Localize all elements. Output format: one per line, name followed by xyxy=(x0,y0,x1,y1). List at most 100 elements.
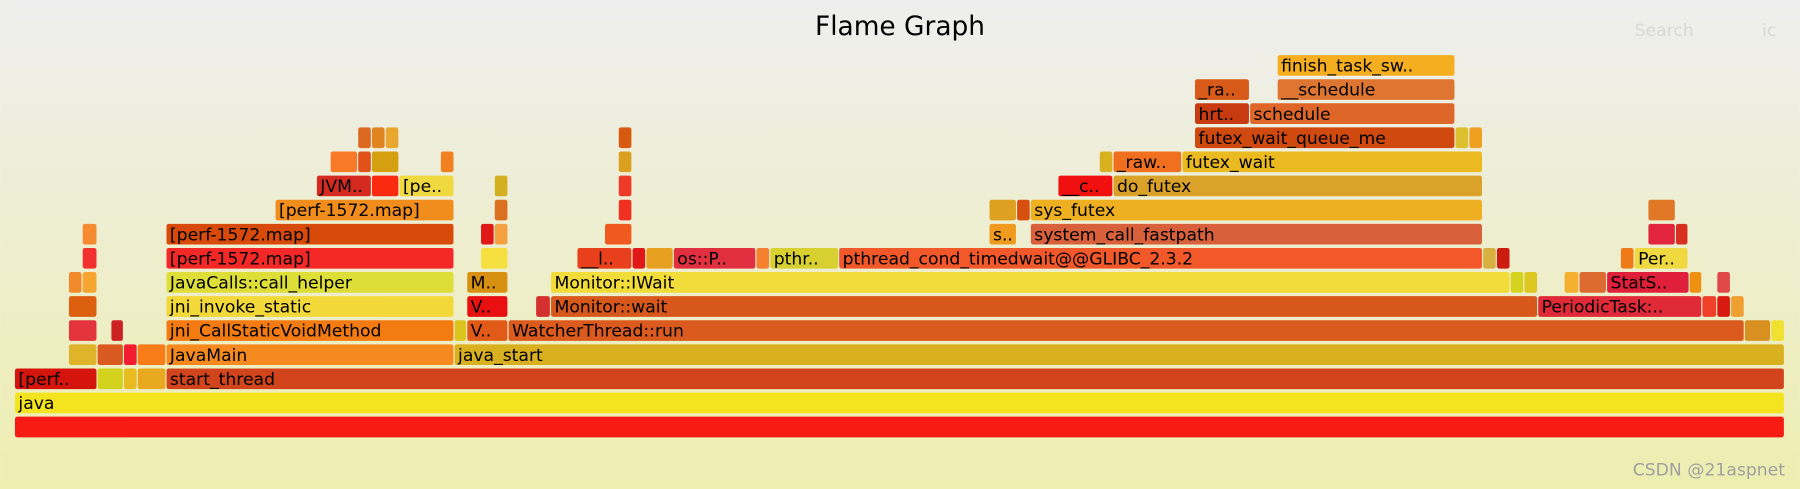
frame-label[interactable]: java xyxy=(17,394,54,414)
frame[interactable]: [perf.. xyxy=(14,368,97,390)
frame-rect[interactable] xyxy=(1689,272,1702,293)
frame[interactable] xyxy=(137,344,166,366)
frame[interactable] xyxy=(68,320,97,341)
frame[interactable] xyxy=(124,344,137,366)
frame-rect[interactable] xyxy=(618,175,632,197)
frame-rect[interactable] xyxy=(618,199,632,221)
frame[interactable]: jni_invoke_static xyxy=(166,296,454,318)
frame-label[interactable]: JavaMain xyxy=(169,346,247,366)
frame-rect[interactable] xyxy=(1483,247,1496,269)
frame-rect[interactable] xyxy=(1564,272,1579,293)
frame[interactable] xyxy=(1731,296,1744,317)
frame[interactable] xyxy=(1620,247,1634,269)
frame-label[interactable]: jni_invoke_static xyxy=(169,298,311,318)
frame-rect[interactable] xyxy=(1182,151,1482,173)
frame-rect[interactable] xyxy=(1195,127,1455,149)
frame-label[interactable]: pthr.. xyxy=(774,249,819,269)
frame-label[interactable]: schedule xyxy=(1254,105,1331,125)
frame[interactable] xyxy=(1455,127,1469,149)
frame-rect[interactable] xyxy=(1496,247,1510,269)
frame[interactable]: jni_CallStaticVoidMethod xyxy=(166,320,454,342)
frame[interactable]: V.. xyxy=(467,320,508,342)
frame[interactable] xyxy=(1744,320,1771,341)
frame[interactable] xyxy=(1017,199,1030,221)
frame-rect[interactable] xyxy=(618,151,632,173)
frame-rect[interactable] xyxy=(1607,272,1689,293)
ignore-case-button[interactable]: ic xyxy=(1762,21,1776,41)
frame[interactable] xyxy=(440,151,454,173)
frame-rect[interactable] xyxy=(467,296,508,317)
frame[interactable]: Per.. xyxy=(1634,247,1688,269)
frame-rect[interactable] xyxy=(604,223,632,245)
frame[interactable]: _raw.. xyxy=(1113,151,1182,173)
frame-rect[interactable] xyxy=(68,344,97,366)
frame[interactable]: PeriodicTask:.. xyxy=(1538,296,1702,318)
frame-label[interactable]: hrt.. xyxy=(1198,105,1234,125)
frame-rect[interactable] xyxy=(166,272,454,293)
frame-rect[interactable] xyxy=(68,320,97,341)
frame[interactable] xyxy=(646,247,673,269)
frame[interactable]: V.. xyxy=(467,296,508,318)
frame-rect[interactable] xyxy=(1717,272,1730,293)
frame[interactable]: [perf-1572.map] xyxy=(166,247,454,269)
frame[interactable] xyxy=(1648,199,1675,221)
frame-label[interactable]: __schedule xyxy=(1280,81,1375,101)
frame-rect[interactable] xyxy=(1620,247,1634,269)
frame[interactable] xyxy=(358,151,371,173)
frame[interactable] xyxy=(536,296,550,317)
frame[interactable] xyxy=(481,223,494,245)
search-button[interactable]: Search xyxy=(1635,21,1694,41)
frame[interactable] xyxy=(632,247,646,269)
frame-rect[interactable] xyxy=(371,151,399,173)
frame-rect[interactable] xyxy=(1538,296,1702,317)
frame[interactable] xyxy=(494,175,508,197)
frame-rect[interactable] xyxy=(137,368,166,390)
frame-rect[interactable] xyxy=(494,223,508,245)
frame[interactable]: JVM.. xyxy=(316,175,371,197)
frame-label[interactable]: start_thread xyxy=(170,370,275,390)
frame-rect[interactable] xyxy=(440,151,454,173)
frame[interactable] xyxy=(371,175,399,197)
frame[interactable] xyxy=(68,296,97,317)
frame-rect[interactable] xyxy=(1030,199,1482,221)
frame-rect[interactable] xyxy=(166,296,454,317)
frame-rect[interactable] xyxy=(124,344,137,366)
frame-rect[interactable] xyxy=(137,344,166,366)
frame[interactable] xyxy=(618,199,632,221)
frame-rect[interactable] xyxy=(275,199,454,221)
frame-rect[interactable] xyxy=(1579,272,1606,293)
frame-rect[interactable] xyxy=(166,223,454,245)
frame[interactable]: __c.. xyxy=(1058,175,1113,197)
frame[interactable] xyxy=(989,199,1016,221)
frame[interactable]: os::P.. xyxy=(673,247,756,269)
frame-rect[interactable] xyxy=(82,223,97,245)
frame[interactable] xyxy=(68,344,97,366)
frame[interactable] xyxy=(68,272,82,293)
frame-label[interactable]: os::P.. xyxy=(677,249,727,269)
frame-rect[interactable] xyxy=(467,272,508,293)
frame-rect[interactable] xyxy=(1744,320,1771,341)
frame-rect[interactable] xyxy=(989,223,1016,245)
frame-rect[interactable] xyxy=(481,247,508,269)
frame[interactable]: Monitor::wait xyxy=(551,296,1538,318)
frame[interactable] xyxy=(385,127,399,149)
frame-label[interactable]: java_start xyxy=(457,346,543,366)
frame[interactable]: hrt.. xyxy=(1195,103,1249,125)
frame-label[interactable]: StatS.. xyxy=(1611,274,1668,294)
frame-rect[interactable] xyxy=(82,247,97,269)
frame-rect[interactable] xyxy=(1675,223,1688,245)
frame-label[interactable]: [pe.. xyxy=(403,177,442,197)
frame-rect[interactable] xyxy=(839,247,1482,269)
frame-rect[interactable] xyxy=(1058,175,1113,197)
frame-label[interactable]: [perf-1572.map] xyxy=(170,249,311,269)
frame[interactable] xyxy=(330,151,358,173)
frame[interactable] xyxy=(618,127,632,149)
frame[interactable] xyxy=(82,272,97,293)
frame-rect[interactable] xyxy=(358,127,371,149)
frame-rect[interactable] xyxy=(551,272,1510,293)
frame[interactable]: [perf-1572.map] xyxy=(166,223,454,245)
frame-label[interactable]: Per.. xyxy=(1638,249,1675,269)
frame-rect[interactable] xyxy=(1648,223,1675,245)
frame-label[interactable]: [perf.. xyxy=(18,370,69,390)
frame-rect[interactable] xyxy=(673,247,756,269)
